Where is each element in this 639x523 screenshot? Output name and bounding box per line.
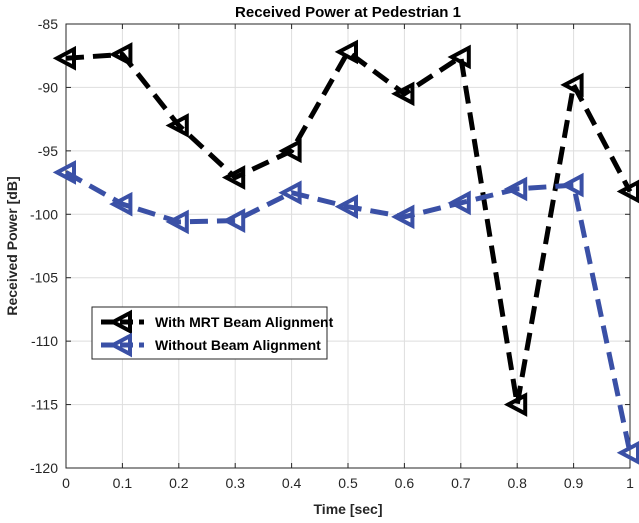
y-tick-label: -85 (38, 16, 58, 32)
data-point-marker (616, 440, 639, 465)
data-point-marker (447, 44, 471, 70)
data-point-marker (503, 176, 528, 202)
x-tick-label: 0.5 (338, 475, 358, 491)
data-point-marker (278, 180, 302, 206)
data-point-marker (221, 208, 246, 233)
x-tick-label: 1 (626, 475, 634, 491)
data-point-marker (447, 190, 471, 216)
x-tick-label: 0.4 (282, 475, 302, 491)
data-point-marker (165, 209, 189, 235)
y-tick-label: -120 (30, 460, 58, 476)
x-tick-label: 0.6 (395, 475, 415, 491)
x-tick-label: 0 (62, 475, 70, 491)
chart-title: Received Power at Pedestrian 1 (235, 4, 461, 21)
legend-label-series-2: Without Beam Alignment (155, 337, 321, 353)
data-point-marker (560, 172, 584, 198)
data-point-marker (391, 81, 415, 107)
series-1 (52, 39, 639, 417)
y-tick-label: -90 (38, 79, 58, 95)
series-2 (52, 160, 639, 465)
x-tick-label: 0.7 (451, 475, 471, 491)
x-axis-label: Time [sec] (314, 501, 383, 517)
data-point-marker (165, 113, 189, 138)
data-point-marker (278, 138, 302, 164)
data-point-marker (52, 45, 76, 71)
legend-marker-shape (108, 332, 132, 358)
data-point-marker (391, 204, 415, 230)
legend-marker-shape (108, 309, 132, 335)
data-point-marker (503, 392, 528, 417)
legend-label-series-1: With MRT Beam Alignment (155, 314, 334, 330)
data-point-marker (109, 42, 133, 67)
legend-marker-series-2 (108, 332, 132, 358)
y-axis-label: Received Power [dB] (4, 176, 20, 315)
y-tick-label: -95 (38, 143, 58, 159)
data-point-marker (334, 39, 358, 65)
data-point-marker (109, 191, 133, 217)
legend: With MRT Beam Alignment Without Beam Ali… (91, 306, 334, 360)
series-line (64, 170, 633, 454)
y-tick-label: -100 (30, 206, 58, 222)
legend-marker-series-1 (108, 309, 132, 335)
data-point-marker (560, 72, 584, 98)
data-point-marker (52, 160, 76, 185)
data-point-marker (334, 194, 358, 219)
x-tick-label: 0.2 (169, 475, 189, 491)
y-tick-label: -105 (30, 270, 58, 286)
data-point-marker (616, 179, 639, 204)
x-tick-label: 0.8 (507, 475, 527, 491)
series-line (65, 49, 633, 408)
series-layer (52, 39, 639, 465)
plot-frame (65, 23, 631, 469)
x-tick-label: 0.1 (113, 475, 133, 491)
y-tick-label: -110 (31, 333, 58, 349)
tick-labels: 0 0.1 0.2 0.3 0.4 0.5 0.6 0.7 0.8 0.9 1 -120 -115 -11… (30, 16, 634, 491)
y-tick-label: -115 (31, 397, 58, 413)
x-tick-label: 0.3 (225, 475, 245, 491)
data-point-marker (221, 165, 246, 190)
x-tick-label: 0.9 (564, 475, 584, 491)
